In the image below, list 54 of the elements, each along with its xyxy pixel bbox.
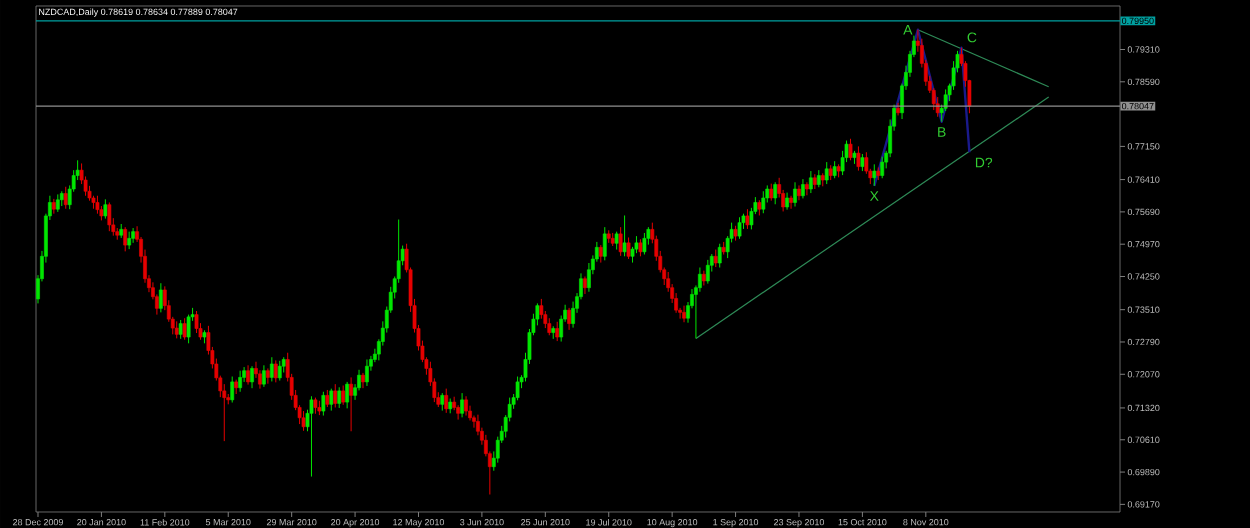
candlestick xyxy=(848,137,853,161)
candlestick xyxy=(103,198,108,219)
candlestick xyxy=(182,317,187,340)
candlestick xyxy=(301,410,306,431)
candlestick xyxy=(674,292,678,313)
candlestick xyxy=(797,184,801,201)
candlestick xyxy=(896,102,900,116)
candlestick xyxy=(460,392,464,418)
candlestick xyxy=(277,359,282,381)
candlestick xyxy=(583,275,587,295)
candlestick xyxy=(107,201,112,232)
candlestick xyxy=(571,300,575,328)
candlestick xyxy=(793,181,797,207)
candlestick xyxy=(761,190,766,214)
candlestick xyxy=(265,367,270,384)
candlestick xyxy=(250,365,254,389)
candlestick xyxy=(246,364,250,385)
candlestick xyxy=(555,320,560,342)
candlestick xyxy=(273,359,278,383)
candlestick xyxy=(131,227,135,243)
candlestick xyxy=(622,214,627,257)
candlestick xyxy=(472,414,476,428)
candlestick xyxy=(789,194,793,209)
candlestick xyxy=(365,358,369,387)
candlestick xyxy=(373,347,377,363)
candlestick xyxy=(262,364,266,387)
candlestick xyxy=(349,376,353,432)
candlestick xyxy=(456,404,461,420)
candlestick xyxy=(341,384,346,405)
candlestick xyxy=(805,181,809,196)
candlestick xyxy=(642,232,647,255)
candlestick xyxy=(801,178,805,199)
candlestick xyxy=(269,356,274,382)
candlestick xyxy=(345,381,350,409)
candlestick xyxy=(773,181,778,205)
candlestick xyxy=(808,170,813,194)
candlestick xyxy=(567,307,571,331)
candlestick xyxy=(361,372,365,389)
candlestick xyxy=(880,155,885,179)
candlestick xyxy=(329,387,334,411)
candlestick xyxy=(587,262,591,292)
line-series xyxy=(873,28,971,187)
candlestick xyxy=(682,304,686,323)
candlestick xyxy=(194,310,199,334)
candlestick xyxy=(258,369,262,389)
candlestick xyxy=(333,383,338,408)
candlestick xyxy=(158,282,163,313)
candlestick xyxy=(186,313,191,344)
candlestick xyxy=(626,236,631,260)
candlestick xyxy=(935,96,940,117)
candlestick xyxy=(515,375,520,401)
candlestick xyxy=(464,395,468,416)
candlestick xyxy=(238,369,243,392)
candlestick xyxy=(337,386,342,409)
